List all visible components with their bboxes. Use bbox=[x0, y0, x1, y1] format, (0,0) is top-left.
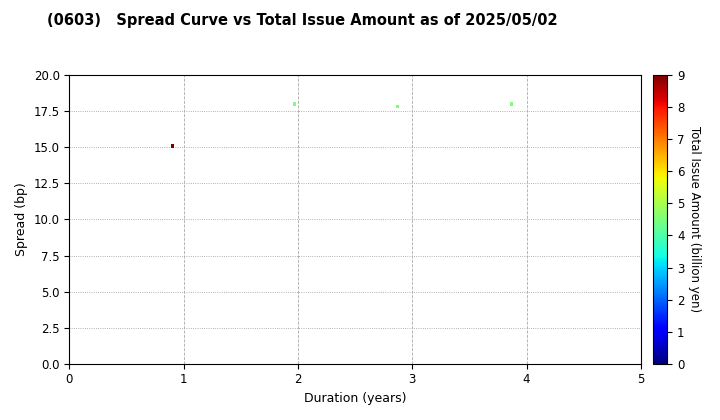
Y-axis label: Spread (bp): Spread (bp) bbox=[15, 183, 28, 256]
Point bbox=[166, 142, 178, 149]
Point bbox=[392, 103, 403, 110]
Point bbox=[506, 101, 518, 108]
Point bbox=[289, 101, 300, 108]
Text: (0603)   Spread Curve vs Total Issue Amount as of 2025/05/02: (0603) Spread Curve vs Total Issue Amoun… bbox=[47, 13, 558, 28]
Y-axis label: Total Issue Amount (billion yen): Total Issue Amount (billion yen) bbox=[688, 126, 701, 312]
X-axis label: Duration (years): Duration (years) bbox=[304, 392, 406, 405]
